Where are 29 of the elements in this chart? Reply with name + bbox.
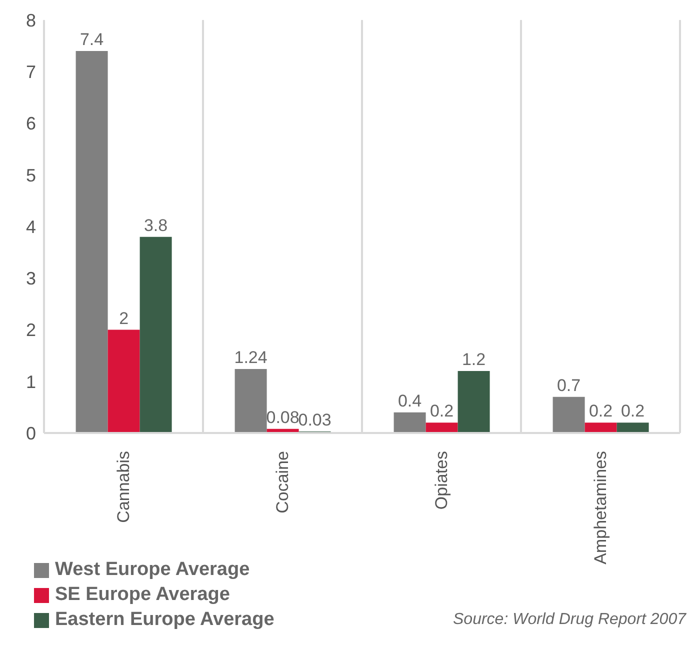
- legend-label: SE Europe Average: [55, 584, 230, 606]
- data-label: 1.2: [462, 350, 486, 370]
- x-tick-label: Cocaine: [273, 451, 292, 514]
- y-tick-label: 6: [26, 114, 36, 134]
- y-tick-label: 4: [26, 216, 36, 237]
- data-label: 2: [119, 308, 129, 328]
- data-label: 0.2: [588, 402, 613, 421]
- data-label: 7.4: [80, 30, 104, 49]
- data-label: 0.03: [298, 410, 332, 430]
- source-note: Source: World Drug Report 2007: [453, 611, 686, 629]
- data-label: 0.08: [266, 408, 300, 427]
- x-tick-label: Opiates: [432, 451, 451, 510]
- data-label: 3.8: [144, 216, 168, 235]
- y-tick-label: 0: [26, 423, 36, 444]
- y-tick-label: 1: [26, 372, 36, 392]
- y-tick-label: 8: [26, 10, 36, 30]
- legend-label: Eastern Europe Average: [55, 609, 274, 631]
- y-tick-label: 3: [26, 268, 36, 289]
- data-label: 0.2: [620, 402, 645, 421]
- data-label: 1.24: [234, 348, 268, 367]
- data-label: 0.2: [430, 402, 454, 421]
- data-label: 0.4: [398, 391, 422, 410]
- x-tick-label: Cannabis: [114, 451, 133, 523]
- data-label: 0.7: [556, 376, 581, 395]
- y-tick-label: 2: [26, 320, 36, 340]
- x-tick-label: Amphetamines: [591, 451, 610, 564]
- y-tick-label: 7: [26, 62, 36, 82]
- y-tick-label: 5: [26, 165, 36, 186]
- legend-label: West Europe Average: [55, 559, 250, 581]
